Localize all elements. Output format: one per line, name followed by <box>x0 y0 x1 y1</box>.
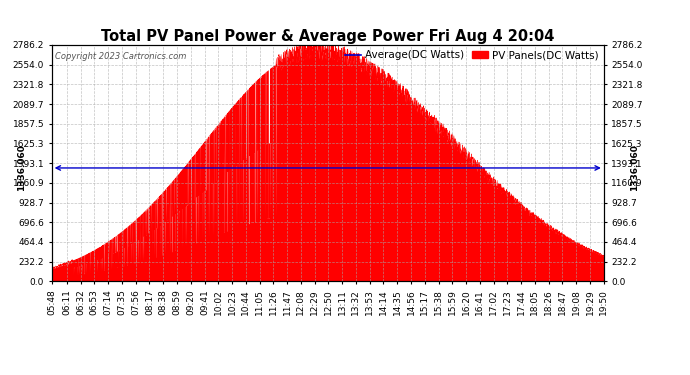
Text: 1336.060: 1336.060 <box>629 144 639 191</box>
Text: 1336.060: 1336.060 <box>17 144 26 191</box>
Legend: Average(DC Watts), PV Panels(DC Watts): Average(DC Watts), PV Panels(DC Watts) <box>345 50 598 60</box>
Text: Copyright 2023 Cartronics.com: Copyright 2023 Cartronics.com <box>55 52 186 61</box>
Title: Total PV Panel Power & Average Power Fri Aug 4 20:04: Total PV Panel Power & Average Power Fri… <box>101 29 555 44</box>
